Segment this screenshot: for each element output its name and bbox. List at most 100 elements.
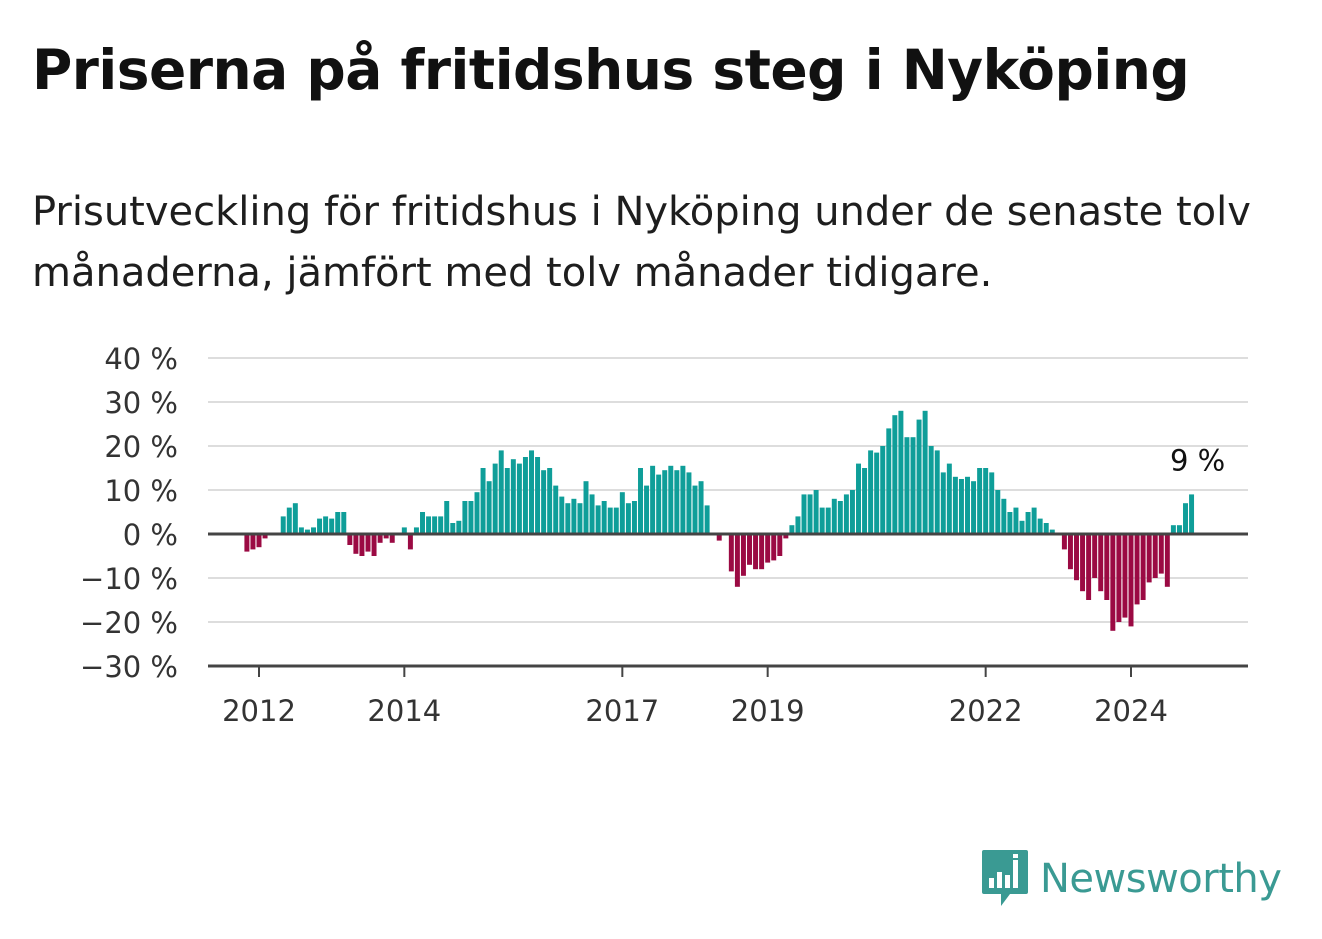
bar [335, 512, 341, 534]
bar [1007, 512, 1013, 534]
bar [365, 534, 371, 552]
brand-name: Newsworthy [1040, 856, 1282, 902]
bar [583, 481, 589, 534]
bar [777, 534, 783, 556]
bar [311, 527, 316, 534]
bar [1189, 494, 1195, 534]
bar [341, 512, 347, 534]
bar [1183, 503, 1188, 534]
bar [807, 494, 813, 534]
y-tick-label: 20 % [104, 430, 178, 464]
bar [692, 485, 698, 534]
bar [413, 527, 419, 534]
bar [843, 494, 849, 534]
bar [280, 516, 286, 534]
bar [353, 534, 359, 554]
bar [1104, 534, 1110, 600]
bar [347, 534, 353, 545]
bar [323, 516, 329, 534]
bar [1013, 507, 1019, 534]
bar [698, 481, 704, 534]
bar [1061, 534, 1067, 550]
bar [668, 465, 674, 534]
bar [868, 450, 874, 534]
bar [420, 512, 425, 534]
bar [317, 518, 323, 534]
bar [765, 534, 771, 563]
bar [244, 534, 250, 552]
bar [535, 457, 541, 534]
bar [674, 470, 680, 534]
bar [486, 481, 492, 534]
bar [383, 534, 389, 539]
bar [1146, 534, 1152, 583]
bar [874, 452, 880, 534]
bar [1067, 534, 1073, 570]
y-tick-label: −20 % [80, 606, 178, 640]
bar [1170, 525, 1176, 534]
bar [1098, 534, 1104, 592]
x-tick-label: 2014 [367, 694, 441, 728]
bar [541, 470, 547, 534]
bar [510, 459, 516, 534]
bar [498, 450, 504, 534]
bar [371, 534, 377, 556]
newsworthy-brand: Newsworthy [980, 848, 1282, 910]
bar [922, 410, 928, 534]
bar [704, 505, 710, 534]
bar [940, 472, 946, 534]
bar [819, 507, 825, 534]
bar [389, 534, 395, 543]
chart-title: Priserna på fritidshus steg i Nyköping [32, 38, 1190, 102]
bar [456, 520, 462, 534]
bar [1049, 529, 1055, 534]
bar [589, 494, 595, 534]
x-axis: 2012 2014 2017 2019 2022 2024 [208, 532, 1248, 728]
bar [304, 529, 310, 534]
y-tick-label: 30 % [104, 386, 178, 420]
bar [444, 501, 450, 534]
bar [813, 490, 819, 534]
bar [1134, 534, 1140, 605]
bar [886, 428, 892, 534]
bar [977, 468, 983, 534]
bar [1152, 534, 1158, 578]
y-tick-label: 10 % [104, 474, 178, 508]
bar [1110, 534, 1116, 631]
bar [1128, 534, 1134, 627]
data-labels: 9 % [1170, 443, 1225, 477]
bar-chart: 40 %30 %20 %10 %0 %−10 %−20 %−30 % 2012 2… [80, 342, 1248, 728]
bar [995, 490, 1001, 534]
bar [928, 446, 934, 534]
bar [983, 468, 989, 534]
bar [856, 463, 861, 534]
bar [250, 534, 256, 550]
y-tick-label: −30 % [80, 650, 178, 684]
bar [565, 503, 571, 534]
bar [329, 518, 335, 534]
bars [244, 410, 1195, 631]
y-axis-ticks: 40 % 30 % 20 % 10 % 0 % −10 % −20 % −30 % [80, 342, 178, 684]
bar [716, 534, 722, 541]
bar [1164, 534, 1170, 587]
bar [529, 450, 534, 534]
bar [795, 516, 801, 534]
bar [644, 485, 650, 534]
bar [904, 437, 910, 534]
bar [1031, 507, 1037, 534]
bar [426, 516, 432, 534]
bar [662, 470, 668, 534]
bar [1092, 534, 1098, 578]
bar [965, 476, 970, 534]
bar [401, 527, 407, 534]
bar [262, 534, 268, 539]
bar [504, 468, 510, 534]
bar [1086, 534, 1092, 600]
bar [892, 415, 898, 534]
bar [971, 481, 977, 534]
bar [474, 492, 480, 534]
bar [625, 503, 631, 534]
bar [1158, 534, 1164, 574]
gridlines [208, 357, 1248, 623]
bar [656, 474, 662, 534]
